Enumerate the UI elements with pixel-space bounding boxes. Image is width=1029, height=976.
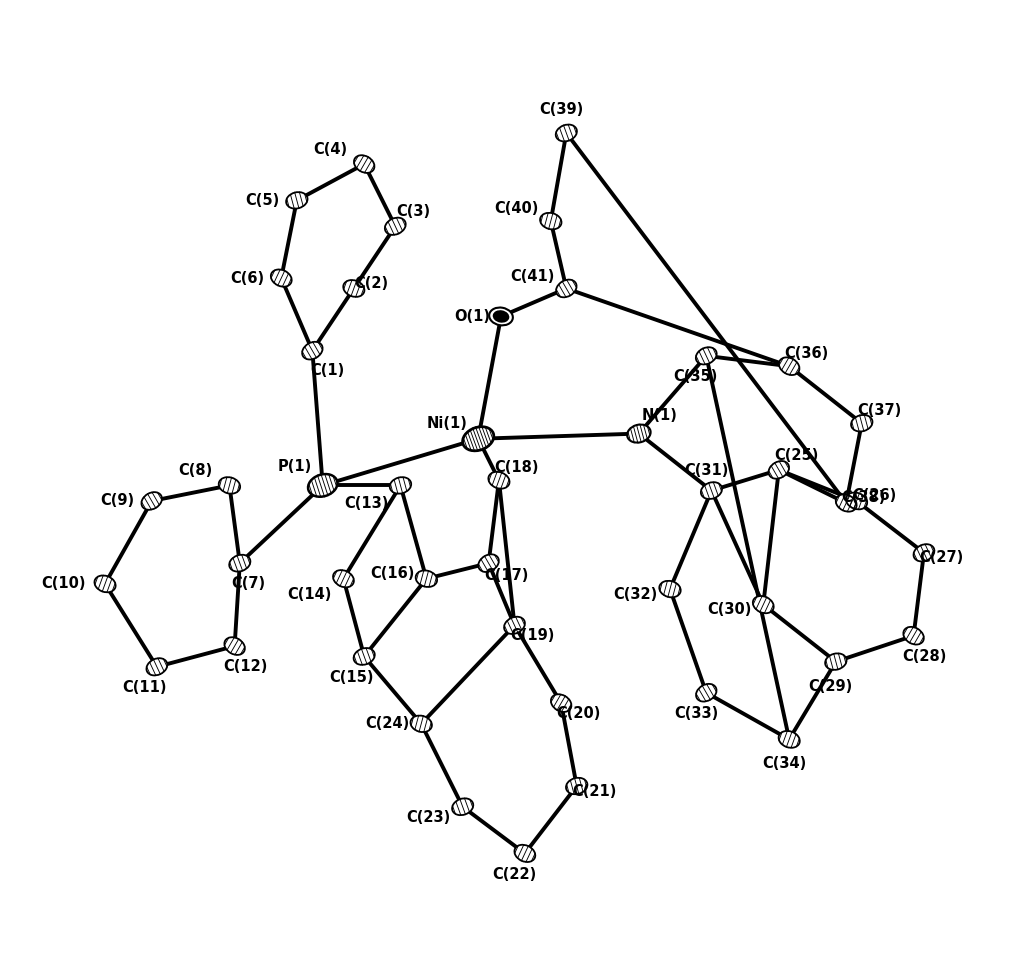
Ellipse shape	[504, 617, 525, 634]
Ellipse shape	[753, 596, 774, 613]
Text: C(12): C(12)	[223, 660, 268, 674]
Text: C(35): C(35)	[674, 369, 718, 385]
Ellipse shape	[696, 684, 716, 702]
Ellipse shape	[493, 310, 509, 323]
Ellipse shape	[229, 554, 250, 572]
Ellipse shape	[385, 218, 405, 235]
Ellipse shape	[556, 279, 576, 298]
Ellipse shape	[146, 658, 168, 675]
Ellipse shape	[627, 425, 650, 443]
Ellipse shape	[354, 155, 375, 173]
Text: C(18): C(18)	[494, 461, 539, 475]
Ellipse shape	[556, 125, 577, 142]
Text: O(1): O(1)	[454, 309, 490, 324]
Text: C(41): C(41)	[510, 268, 555, 283]
Text: C(3): C(3)	[396, 204, 430, 220]
Text: Ni(1): Ni(1)	[427, 416, 467, 430]
Text: C(4): C(4)	[313, 142, 347, 157]
Ellipse shape	[219, 477, 240, 494]
Ellipse shape	[286, 192, 308, 209]
Text: C(25): C(25)	[774, 448, 819, 463]
Text: C(5): C(5)	[246, 193, 280, 208]
Ellipse shape	[333, 570, 354, 588]
Text: C(37): C(37)	[857, 403, 901, 419]
Ellipse shape	[224, 637, 245, 655]
Text: C(28): C(28)	[901, 649, 946, 664]
Ellipse shape	[489, 307, 512, 325]
Ellipse shape	[303, 342, 323, 359]
Text: C(39): C(39)	[539, 102, 583, 116]
Ellipse shape	[489, 471, 509, 489]
Ellipse shape	[141, 492, 162, 509]
Text: C(8): C(8)	[178, 464, 212, 478]
Text: C(34): C(34)	[761, 755, 806, 771]
Ellipse shape	[903, 627, 924, 644]
Text: C(15): C(15)	[329, 670, 374, 685]
Ellipse shape	[779, 357, 800, 375]
Text: C(7): C(7)	[232, 577, 265, 591]
Ellipse shape	[660, 581, 681, 597]
Ellipse shape	[416, 570, 437, 587]
Text: C(10): C(10)	[41, 577, 85, 591]
Text: C(9): C(9)	[101, 494, 135, 508]
Ellipse shape	[271, 269, 291, 287]
Text: C(22): C(22)	[492, 867, 537, 881]
Text: C(14): C(14)	[287, 587, 331, 602]
Text: C(20): C(20)	[557, 706, 601, 721]
Ellipse shape	[95, 576, 115, 592]
Ellipse shape	[696, 347, 717, 364]
Text: C(32): C(32)	[613, 587, 658, 602]
Ellipse shape	[551, 694, 571, 712]
Text: C(21): C(21)	[572, 784, 616, 798]
Text: C(29): C(29)	[809, 679, 853, 694]
Ellipse shape	[846, 493, 867, 509]
Text: C(38): C(38)	[842, 490, 886, 506]
Text: P(1): P(1)	[278, 460, 312, 474]
Text: C(2): C(2)	[354, 276, 389, 291]
Text: C(27): C(27)	[920, 550, 964, 565]
Ellipse shape	[452, 798, 473, 815]
Ellipse shape	[344, 280, 364, 297]
Text: C(23): C(23)	[406, 810, 451, 825]
Text: C(26): C(26)	[852, 488, 896, 504]
Ellipse shape	[514, 845, 535, 862]
Text: C(30): C(30)	[707, 602, 751, 617]
Ellipse shape	[851, 415, 873, 431]
Text: C(16): C(16)	[370, 566, 415, 581]
Ellipse shape	[478, 554, 499, 572]
Text: C(19): C(19)	[510, 629, 555, 643]
Text: C(11): C(11)	[122, 680, 167, 695]
Ellipse shape	[836, 495, 856, 511]
Text: C(36): C(36)	[785, 346, 829, 361]
Ellipse shape	[779, 731, 800, 748]
Ellipse shape	[701, 482, 722, 499]
Text: C(40): C(40)	[494, 201, 539, 216]
Ellipse shape	[769, 461, 789, 478]
Ellipse shape	[308, 474, 338, 497]
Text: C(24): C(24)	[365, 716, 410, 731]
Ellipse shape	[540, 213, 562, 229]
Ellipse shape	[411, 715, 432, 732]
Text: C(17): C(17)	[484, 568, 529, 583]
Text: C(1): C(1)	[310, 363, 344, 378]
Text: N(1): N(1)	[642, 409, 677, 424]
Ellipse shape	[566, 778, 588, 794]
Ellipse shape	[354, 648, 375, 665]
Ellipse shape	[825, 653, 847, 670]
Text: C(6): C(6)	[230, 270, 264, 286]
Text: C(31): C(31)	[684, 464, 729, 478]
Text: C(13): C(13)	[344, 496, 389, 510]
Ellipse shape	[390, 477, 412, 494]
Text: C(33): C(33)	[674, 706, 718, 721]
Ellipse shape	[914, 545, 934, 561]
Ellipse shape	[463, 427, 494, 451]
